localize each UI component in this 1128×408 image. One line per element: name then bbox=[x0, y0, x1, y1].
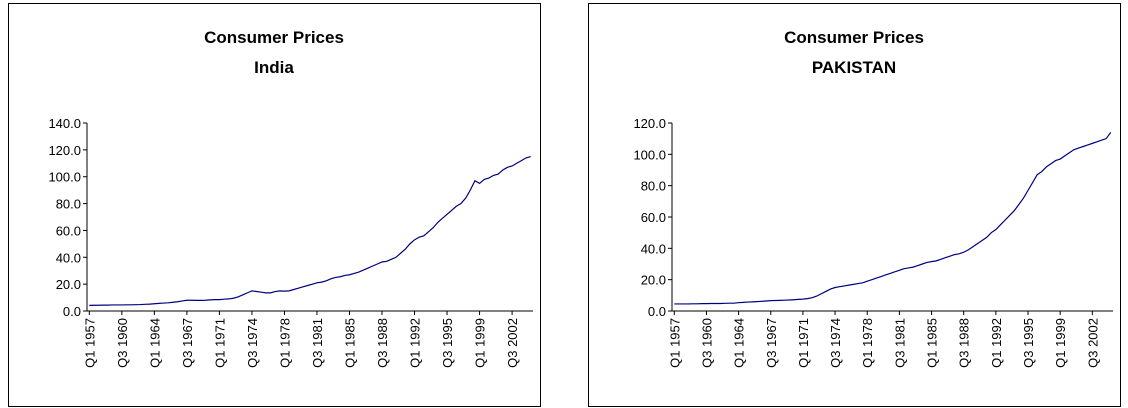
y-tick-label: 100.0 bbox=[633, 147, 666, 162]
x-tick-label: Q1 1999 bbox=[473, 318, 488, 368]
x-tick-label: Q1 1992 bbox=[989, 318, 1004, 368]
y-tick-label: 140.0 bbox=[48, 116, 81, 131]
y-tick-label: 80.0 bbox=[641, 179, 666, 194]
x-tick-label: Q3 1995 bbox=[1021, 318, 1036, 368]
x-tick-label: Q3 1981 bbox=[892, 318, 907, 368]
x-tick-label: Q1 1999 bbox=[1053, 318, 1068, 368]
y-tick-label: 60.0 bbox=[56, 223, 81, 238]
x-tick-label: Q1 1957 bbox=[82, 318, 97, 368]
chart-title: Consumer Prices bbox=[204, 28, 344, 47]
x-tick-label: Q1 1971 bbox=[212, 318, 227, 368]
x-tick-label: Q1 1978 bbox=[277, 318, 292, 368]
x-tick-label: Q1 1992 bbox=[408, 318, 423, 368]
y-tick-label: 0.0 bbox=[63, 304, 81, 319]
x-tick-label: Q1 1971 bbox=[796, 318, 811, 368]
x-tick-label: Q1 1985 bbox=[342, 318, 357, 368]
y-tick-label: 60.0 bbox=[641, 210, 666, 225]
x-tick-label: Q1 1978 bbox=[860, 318, 875, 368]
y-tick-label: 100.0 bbox=[48, 170, 81, 185]
chart-subtitle: PAKISTAN bbox=[812, 58, 896, 77]
y-tick-label: 120.0 bbox=[48, 143, 81, 158]
x-tick-label: Q3 1967 bbox=[764, 318, 779, 368]
x-tick-label: Q3 1960 bbox=[699, 318, 714, 368]
y-tick-label: 120.0 bbox=[633, 116, 666, 131]
x-tick-label: Q3 1974 bbox=[828, 318, 843, 368]
y-tick-label: 20.0 bbox=[641, 273, 666, 288]
x-tick-label: Q1 1964 bbox=[147, 318, 162, 368]
y-tick-label: 20.0 bbox=[56, 277, 81, 292]
y-tick-label: 80.0 bbox=[56, 197, 81, 212]
x-tick-label: Q3 1988 bbox=[375, 318, 390, 368]
x-tick-label: Q1 1957 bbox=[667, 318, 682, 368]
chart-subtitle: India bbox=[254, 58, 294, 77]
x-tick-label: Q3 1995 bbox=[440, 318, 455, 368]
chart-title: Consumer Prices bbox=[784, 28, 924, 47]
chart-frame bbox=[588, 3, 1121, 407]
x-tick-label: Q1 1985 bbox=[925, 318, 940, 368]
x-tick-label: Q3 1960 bbox=[115, 318, 130, 368]
x-tick-label: Q3 1981 bbox=[310, 318, 325, 368]
series-line bbox=[89, 155, 531, 306]
series-line bbox=[674, 132, 1112, 305]
x-tick-label: Q1 1964 bbox=[732, 318, 747, 368]
chart-frame bbox=[8, 3, 541, 407]
x-tick-label: Q3 1967 bbox=[180, 318, 195, 368]
x-tick-label: Q3 2002 bbox=[1085, 318, 1100, 368]
y-tick-label: 40.0 bbox=[56, 250, 81, 265]
x-tick-label: Q3 1988 bbox=[957, 318, 972, 368]
x-tick-label: Q3 2002 bbox=[505, 318, 520, 368]
y-tick-label: 40.0 bbox=[641, 241, 666, 256]
y-tick-label: 0.0 bbox=[648, 304, 666, 319]
x-tick-label: Q3 1974 bbox=[245, 318, 260, 368]
